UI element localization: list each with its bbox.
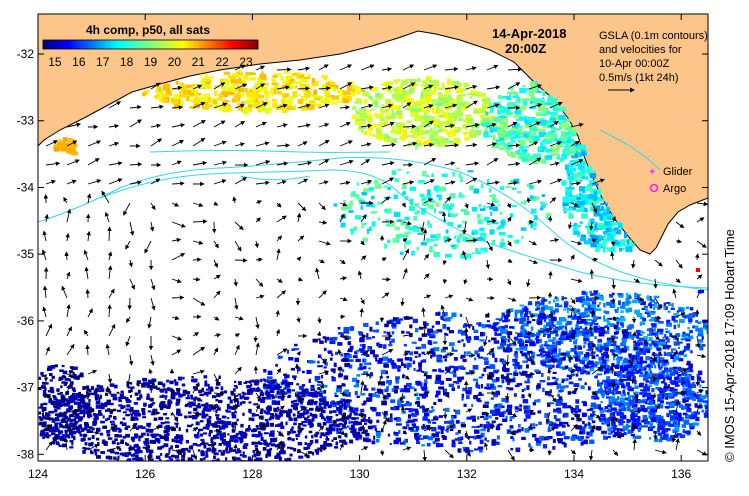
y-tick-label: -36	[17, 314, 35, 328]
colorbar-ticks: 15 16 17 18 19 20 21 22 23	[48, 55, 253, 69]
colorbar-label: 4h comp, p50, all sats	[86, 23, 210, 37]
x-tick-label: 130	[350, 467, 370, 481]
y-tick-label: -33	[17, 114, 35, 128]
x-tick-label: 128	[242, 467, 262, 481]
y-tick-label: -32	[17, 47, 35, 61]
gsla-note: GSLA (0.1m contours) and velocities for …	[599, 30, 708, 93]
title-date: 14-Apr-2018	[492, 26, 566, 41]
colorbar: 4h comp, p50, all sats 15 16 17 18 19 20 21 22 2…	[42, 23, 259, 69]
argo-marker-icon	[649, 183, 659, 193]
colorbar-tick-label: 21	[192, 55, 206, 69]
velocity-vectors	[41, 64, 708, 461]
legend-glider-label: Glider	[663, 166, 693, 178]
colorbar-tick-label: 20	[168, 55, 182, 69]
land-mass	[38, 14, 708, 255]
axes: 124 126 128 130 132 134 136 -32 -33 -34 -35 -36 -37 -…	[17, 14, 708, 481]
glider-marker-icon: ✦	[648, 167, 656, 178]
y-tick-label: -35	[17, 247, 35, 261]
colorbar-tick-label: 15	[48, 55, 62, 69]
x-tick-label: 124	[28, 467, 48, 481]
x-tick-label: 126	[135, 467, 155, 481]
credit-text: © IMOS 15-Apr-2018 17:09 Hobart Time	[722, 229, 737, 462]
y-tick-label: -38	[17, 447, 35, 461]
gsla-note-line-1: GSLA (0.1m contours)	[599, 30, 708, 42]
platform-legend: ✦ Glider Argo	[648, 166, 693, 195]
colorbar-tick-label: 22	[215, 55, 229, 69]
x-tick-label: 132	[457, 467, 477, 481]
gsla-contours	[38, 129, 708, 291]
title-time: 20:00Z	[505, 41, 546, 56]
credit-label: IMOS 15-Apr-2018 17:09 Hobart Time	[722, 229, 737, 449]
gsla-note-line-2: and velocities for	[599, 44, 682, 56]
x-tick-label: 134	[564, 467, 584, 481]
colorbar-tick-label: 19	[144, 55, 158, 69]
colorbar-tick-label: 23	[239, 55, 253, 69]
colorbar-gradient	[42, 39, 259, 50]
y-tick-label: -37	[17, 381, 35, 395]
legend-argo-label: Argo	[663, 183, 686, 195]
plot-frame	[37, 13, 709, 462]
colorbar-tick-label: 18	[120, 55, 134, 69]
gsla-note-line-4: 0.5m/s (1kt 24h)	[599, 72, 678, 84]
colorbar-tick-label: 17	[96, 55, 110, 69]
copyright-symbol: ©	[722, 452, 737, 462]
y-tick-label: -34	[17, 180, 35, 194]
gsla-note-line-3: 10-Apr 00:00Z	[599, 58, 670, 70]
x-tick-label: 136	[671, 467, 691, 481]
colorbar-tick-label: 16	[72, 55, 86, 69]
